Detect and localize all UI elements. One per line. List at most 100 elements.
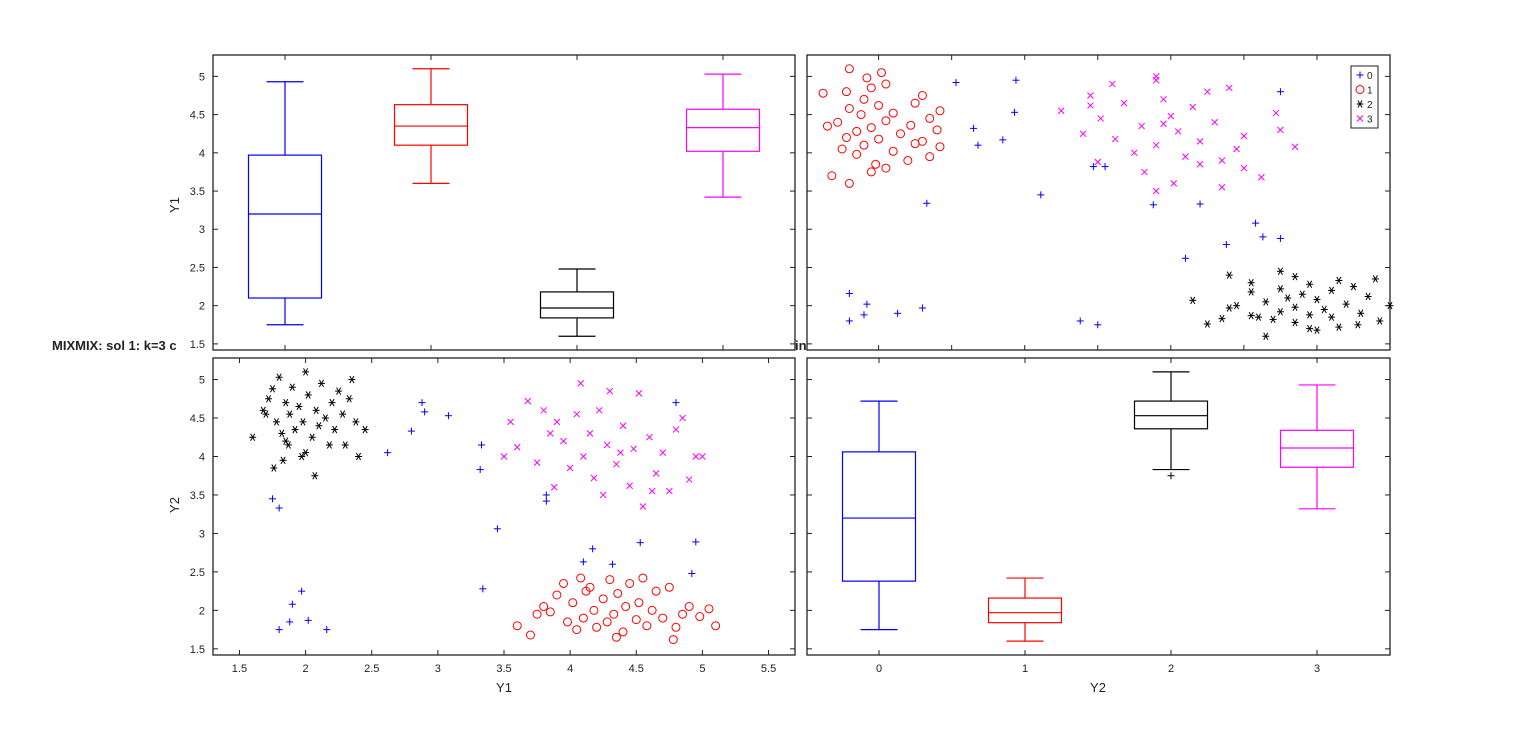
- marker-circle: [896, 129, 906, 139]
- marker-stroke: [507, 418, 514, 426]
- marker-circle: [552, 590, 562, 600]
- marker-circle: [589, 605, 599, 615]
- marker-stroke: [305, 391, 311, 399]
- marker-circle: [572, 625, 582, 635]
- marker-stroke: [1138, 122, 1145, 130]
- marker-stroke: [1130, 149, 1138, 157]
- x-axis-label-y1: Y1: [496, 680, 512, 695]
- marker-stroke: [1240, 164, 1248, 172]
- marker-circle: [602, 617, 612, 627]
- marker-circle: [647, 605, 657, 615]
- marker-stroke: [646, 433, 653, 441]
- marker-circle: [621, 602, 631, 612]
- marker-circle: [562, 617, 572, 627]
- plot-frame: [806, 54, 1391, 351]
- marker-stroke: [577, 380, 585, 387]
- marker-circle: [613, 588, 623, 598]
- marker-circle: [671, 622, 681, 632]
- marker-stroke: [613, 460, 620, 468]
- marker-stroke: [635, 390, 643, 397]
- marker-circle: [881, 116, 891, 126]
- marker-stroke: [280, 456, 286, 465]
- marker-stroke: [1307, 324, 1313, 333]
- marker-stroke: [292, 425, 298, 434]
- series-2: [249, 368, 369, 480]
- marker-stroke: [1226, 304, 1232, 312]
- marker-circle: [935, 142, 945, 152]
- marker-stroke: [346, 395, 352, 403]
- marker-stroke: [513, 443, 521, 451]
- series-3: [500, 380, 706, 510]
- y-axis-label-y2: Y2: [167, 497, 182, 513]
- y-axis-label-y1: Y1: [167, 197, 182, 213]
- y-tick-label: 2: [199, 605, 205, 617]
- marker-stroke: [1211, 118, 1219, 126]
- y-tick-label: 5: [199, 375, 205, 387]
- scatter-panel-y1-vs-y2: 1.5 2 2.5 3 3.5 4 4.5 5 1.5 2 2.5 3 3.5 4 4.5 5 5.5: [190, 357, 796, 675]
- marker-circle: [634, 598, 644, 608]
- marker-circle: [877, 68, 887, 78]
- marker-circle: [642, 621, 652, 631]
- marker-stroke: [1152, 141, 1160, 149]
- marker-stroke: [595, 406, 603, 414]
- marker-stroke: [586, 430, 594, 437]
- marker-stroke: [1204, 320, 1210, 328]
- marker-circle: [866, 83, 876, 93]
- marker-stroke: [1189, 103, 1197, 111]
- x-tick-label: 3: [435, 663, 441, 675]
- marker-stroke: [550, 483, 558, 491]
- x-tick-label: 4: [567, 663, 573, 675]
- marker-circle: [837, 144, 847, 154]
- marker-circle: [917, 91, 927, 101]
- marker-circle: [910, 139, 920, 149]
- marker-circle: [638, 573, 648, 583]
- y-tick-label: 4.5: [190, 413, 205, 425]
- marker-stroke: [289, 383, 295, 391]
- marker-circle: [559, 578, 569, 588]
- marker-stroke: [309, 433, 315, 442]
- marker-stroke: [1387, 301, 1393, 310]
- marker-stroke: [1314, 326, 1320, 334]
- boxplot-panel-y1: 1.5 2 2.5 3 3.5 4 4.5 5: [190, 54, 796, 351]
- marker-circle: [512, 621, 522, 631]
- marker-stroke: [303, 448, 309, 457]
- y-tick-label: 2.5: [190, 567, 205, 579]
- marker-stroke: [283, 398, 289, 407]
- x-axis-label-y2: Y2: [1090, 680, 1106, 695]
- marker-stroke: [546, 430, 554, 437]
- legend-box: [1350, 65, 1379, 129]
- marker-stroke: [1248, 288, 1254, 296]
- y-tick-label: 3.5: [190, 186, 205, 198]
- marker-stroke: [1299, 290, 1305, 298]
- marker-stroke: [573, 410, 581, 418]
- x-tick-label: 5.5: [761, 663, 776, 675]
- x-tick-label: 2.5: [364, 663, 379, 675]
- marker-circle: [932, 125, 942, 135]
- legend-label: 3: [1367, 115, 1373, 126]
- marker-circle: [844, 64, 854, 74]
- marker-stroke: [283, 437, 289, 445]
- marker-stroke: [1120, 99, 1128, 107]
- marker-stroke: [1087, 92, 1094, 99]
- marker-stroke: [1255, 313, 1262, 321]
- marker-stroke: [1240, 132, 1248, 140]
- marker-stroke: [336, 387, 342, 395]
- marker-stroke: [1218, 157, 1226, 164]
- marker-circle: [568, 598, 578, 608]
- marker-stroke: [1160, 120, 1167, 128]
- marker-stroke: [659, 449, 667, 456]
- marker-stroke: [1141, 168, 1148, 176]
- marker-stroke: [1226, 271, 1232, 279]
- marker-circle: [539, 602, 549, 612]
- marker-circle: [525, 630, 535, 640]
- marker-stroke: [560, 437, 567, 445]
- marker-stroke: [1372, 275, 1378, 283]
- marker-stroke: [672, 426, 680, 433]
- marker-stroke: [1270, 315, 1276, 324]
- marker-circle: [578, 613, 588, 623]
- marker-stroke: [279, 429, 285, 438]
- marker-stroke: [1152, 187, 1160, 195]
- marker-stroke: [1094, 158, 1102, 166]
- marker-circle: [695, 612, 705, 622]
- marker-circle: [910, 98, 920, 108]
